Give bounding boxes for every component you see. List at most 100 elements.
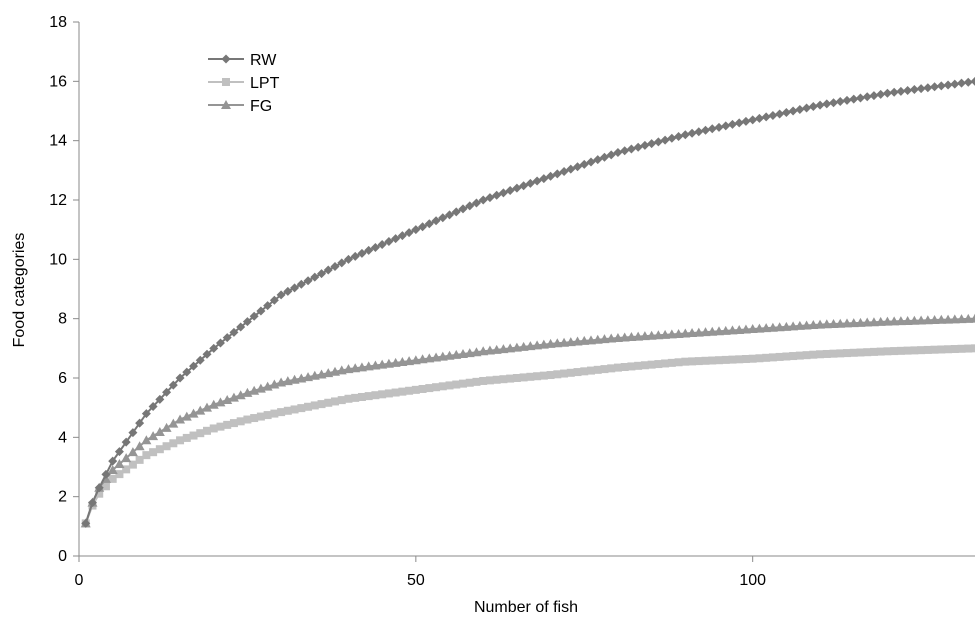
data-point (452, 380, 461, 389)
data-point (741, 116, 751, 126)
data-point (189, 431, 198, 440)
data-point (923, 83, 933, 93)
legend-marker (221, 54, 231, 64)
data-point (681, 357, 690, 366)
data-point (868, 317, 879, 327)
data-point (546, 371, 555, 380)
y-tick-label: 10 (49, 251, 67, 268)
data-point (512, 374, 521, 382)
series-line (84, 80, 975, 524)
data-point (377, 240, 387, 249)
data-point (740, 324, 751, 334)
data-point (922, 315, 933, 325)
data-point (647, 139, 657, 149)
data-point (538, 339, 549, 349)
data-point (229, 419, 238, 428)
data-point (674, 358, 683, 367)
data-point (485, 376, 494, 385)
data-point (688, 357, 697, 366)
data-point (451, 207, 461, 217)
data-point (849, 94, 859, 104)
data-point (848, 318, 859, 328)
data-point (168, 380, 178, 390)
data-point (484, 345, 495, 355)
data-point (404, 228, 414, 238)
data-point (492, 190, 502, 200)
data-point (633, 142, 643, 152)
data-point (141, 435, 152, 445)
data-point (162, 387, 172, 397)
data-point (707, 124, 717, 134)
data-point (896, 346, 905, 355)
data-point (673, 328, 684, 338)
data-point (876, 89, 886, 99)
data-point (741, 355, 750, 364)
y-tick-label: 6 (58, 370, 67, 387)
data-point (930, 82, 940, 92)
data-point (849, 348, 858, 357)
data-point (141, 409, 151, 419)
data-point (626, 144, 636, 154)
data-point (727, 325, 738, 335)
data-point (930, 345, 939, 354)
y-tick-label: 0 (58, 548, 67, 565)
series-layer (80, 76, 975, 528)
data-point (903, 85, 913, 95)
data-point (458, 204, 468, 214)
data-point (228, 392, 239, 402)
data-point (627, 362, 636, 371)
data-point (215, 397, 226, 407)
data-point (552, 338, 563, 348)
data-point (667, 358, 676, 367)
data-point (869, 91, 879, 101)
data-point (499, 375, 508, 384)
data-point (957, 344, 966, 353)
data-point (236, 322, 246, 332)
data-point (653, 137, 663, 147)
data-point (331, 397, 339, 406)
data-point (949, 314, 960, 324)
data-point (518, 341, 529, 351)
data-point (552, 169, 562, 179)
data-point (438, 213, 448, 223)
data-point (909, 315, 920, 325)
data-point (216, 422, 225, 431)
data-point (108, 474, 117, 483)
data-point (909, 85, 919, 95)
data-point (128, 460, 137, 469)
data-point (708, 356, 717, 365)
data-point (418, 222, 428, 232)
data-point (822, 99, 832, 109)
data-point (532, 340, 543, 350)
data-point (344, 394, 353, 403)
data-point (829, 98, 839, 108)
data-point (209, 424, 218, 433)
data-point (917, 346, 926, 355)
data-point (862, 92, 872, 102)
data-point (222, 333, 232, 343)
series-lpt (81, 344, 975, 528)
data-point (768, 353, 777, 362)
data-point (498, 188, 508, 198)
data-point (747, 324, 758, 334)
data-point (869, 347, 878, 356)
data-point (701, 356, 710, 365)
data-point (263, 411, 272, 420)
data-point (863, 348, 872, 357)
data-point (532, 176, 542, 186)
data-point (195, 405, 206, 415)
data-point (640, 361, 649, 370)
data-point (929, 315, 940, 325)
legend-entry-lpt: LPT (208, 75, 280, 92)
data-point (902, 315, 913, 325)
legend-marker (222, 78, 230, 86)
data-point (882, 88, 892, 98)
data-point (789, 352, 798, 361)
y-tick-label: 14 (49, 133, 67, 150)
data-point (161, 422, 172, 432)
data-point (459, 379, 467, 388)
data-point (754, 113, 764, 123)
data-point (169, 439, 178, 448)
data-point (270, 409, 279, 418)
